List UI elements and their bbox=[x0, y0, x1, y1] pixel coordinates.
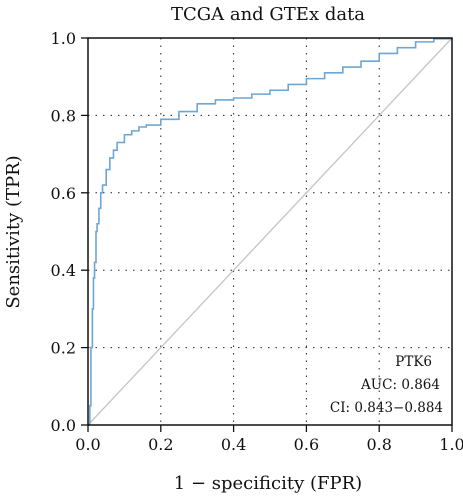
annotation-gene: PTK6 bbox=[395, 354, 432, 370]
y-tick-label: 0.6 bbox=[51, 184, 76, 203]
axis-ticks: 0.0 0.2 0.4 0.6 0.8 1.0 0.0 0.2 0.4 0.6 0.8 1.0 bbox=[51, 29, 463, 454]
chart-title: TCGA and GTEx data bbox=[171, 4, 365, 25]
y-axis-label: Sensitivity (TPR) bbox=[3, 155, 24, 308]
plot-frame bbox=[87, 37, 453, 426]
x-tick-label: 1.0 bbox=[439, 435, 463, 454]
x-axis-label: 1 − specificity (FPR) bbox=[174, 473, 362, 494]
annotation-auc: AUC: 0.864 bbox=[360, 377, 440, 393]
roc-curve bbox=[88, 37, 453, 426]
x-tick-label: 0.6 bbox=[294, 435, 319, 454]
y-tick-label: 1.0 bbox=[51, 29, 76, 48]
annotation-ci: CI: 0.843−0.884 bbox=[330, 400, 443, 416]
grid-lines bbox=[88, 38, 452, 425]
y-tick-label: 0.2 bbox=[51, 339, 76, 358]
reference-diagonal bbox=[87, 37, 453, 426]
x-tick-label: 0.0 bbox=[75, 435, 100, 454]
y-tick-label: 0.0 bbox=[51, 416, 76, 435]
y-tick-label: 0.8 bbox=[51, 106, 76, 125]
x-tick-label: 0.4 bbox=[221, 435, 246, 454]
y-tick-label: 0.4 bbox=[51, 261, 76, 280]
x-tick-label: 0.2 bbox=[148, 435, 173, 454]
x-tick-label: 0.8 bbox=[366, 435, 391, 454]
